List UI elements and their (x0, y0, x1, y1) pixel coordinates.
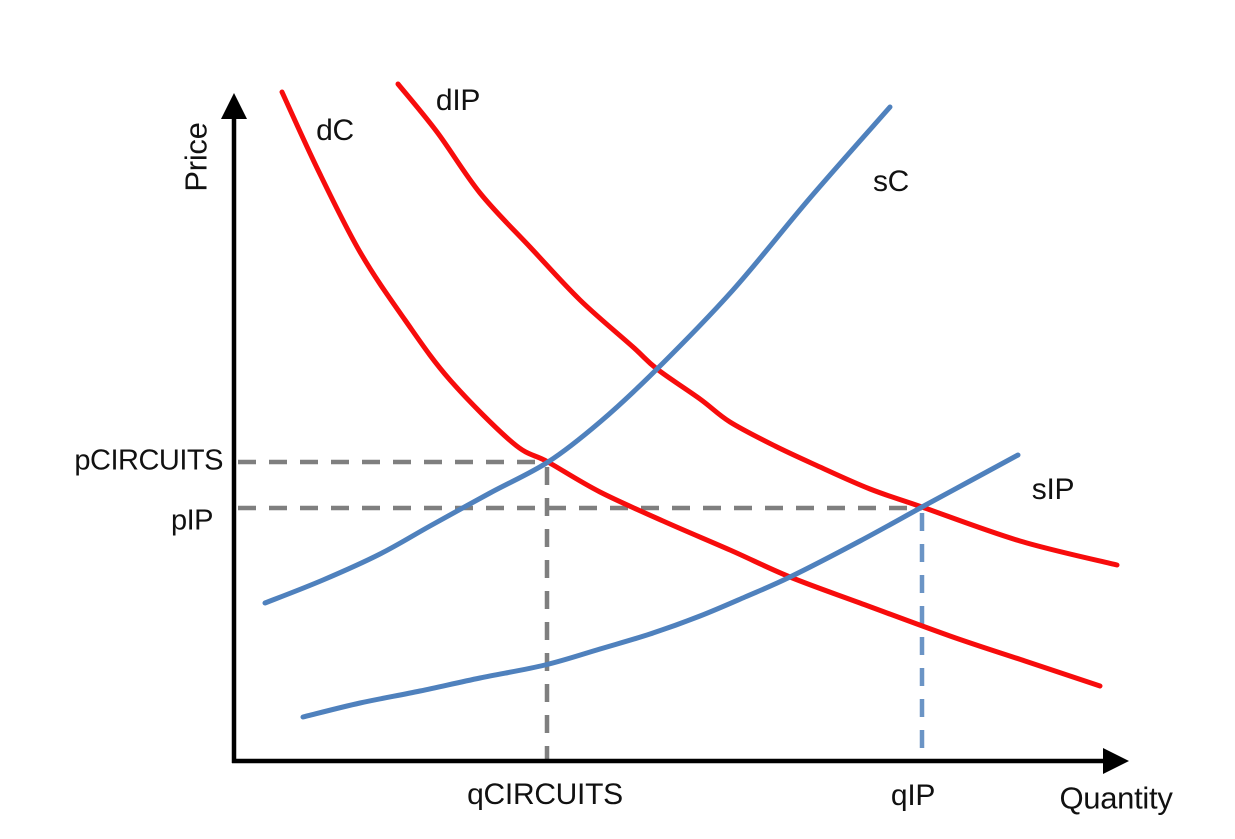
curve-supply-circuits (262, 104, 893, 606)
price-mark-circuits: pCIRCUITS (74, 444, 223, 477)
price-mark-ip: pIP (170, 504, 214, 537)
x-axis-label: Quantity (1059, 780, 1173, 816)
curve-label-supply-circuits: sC (872, 165, 910, 198)
curve-demand-circuits (279, 89, 1103, 689)
x-axis-arrow-icon (1103, 748, 1129, 774)
curve-demand-ip (395, 81, 1120, 568)
y-axis-label: Price (178, 122, 214, 192)
curve-label-demand-circuits: dC (316, 114, 354, 147)
curve-label-demand-ip: dIP (435, 84, 481, 117)
quantity-mark-circuits: qCIRCUITS (467, 778, 623, 811)
y-axis-arrow-icon (221, 93, 247, 119)
quantity-mark-ip: qIP (890, 779, 936, 812)
curve-supply-ip (300, 452, 1021, 720)
curve-label-supply-ip: sIP (1031, 473, 1075, 506)
